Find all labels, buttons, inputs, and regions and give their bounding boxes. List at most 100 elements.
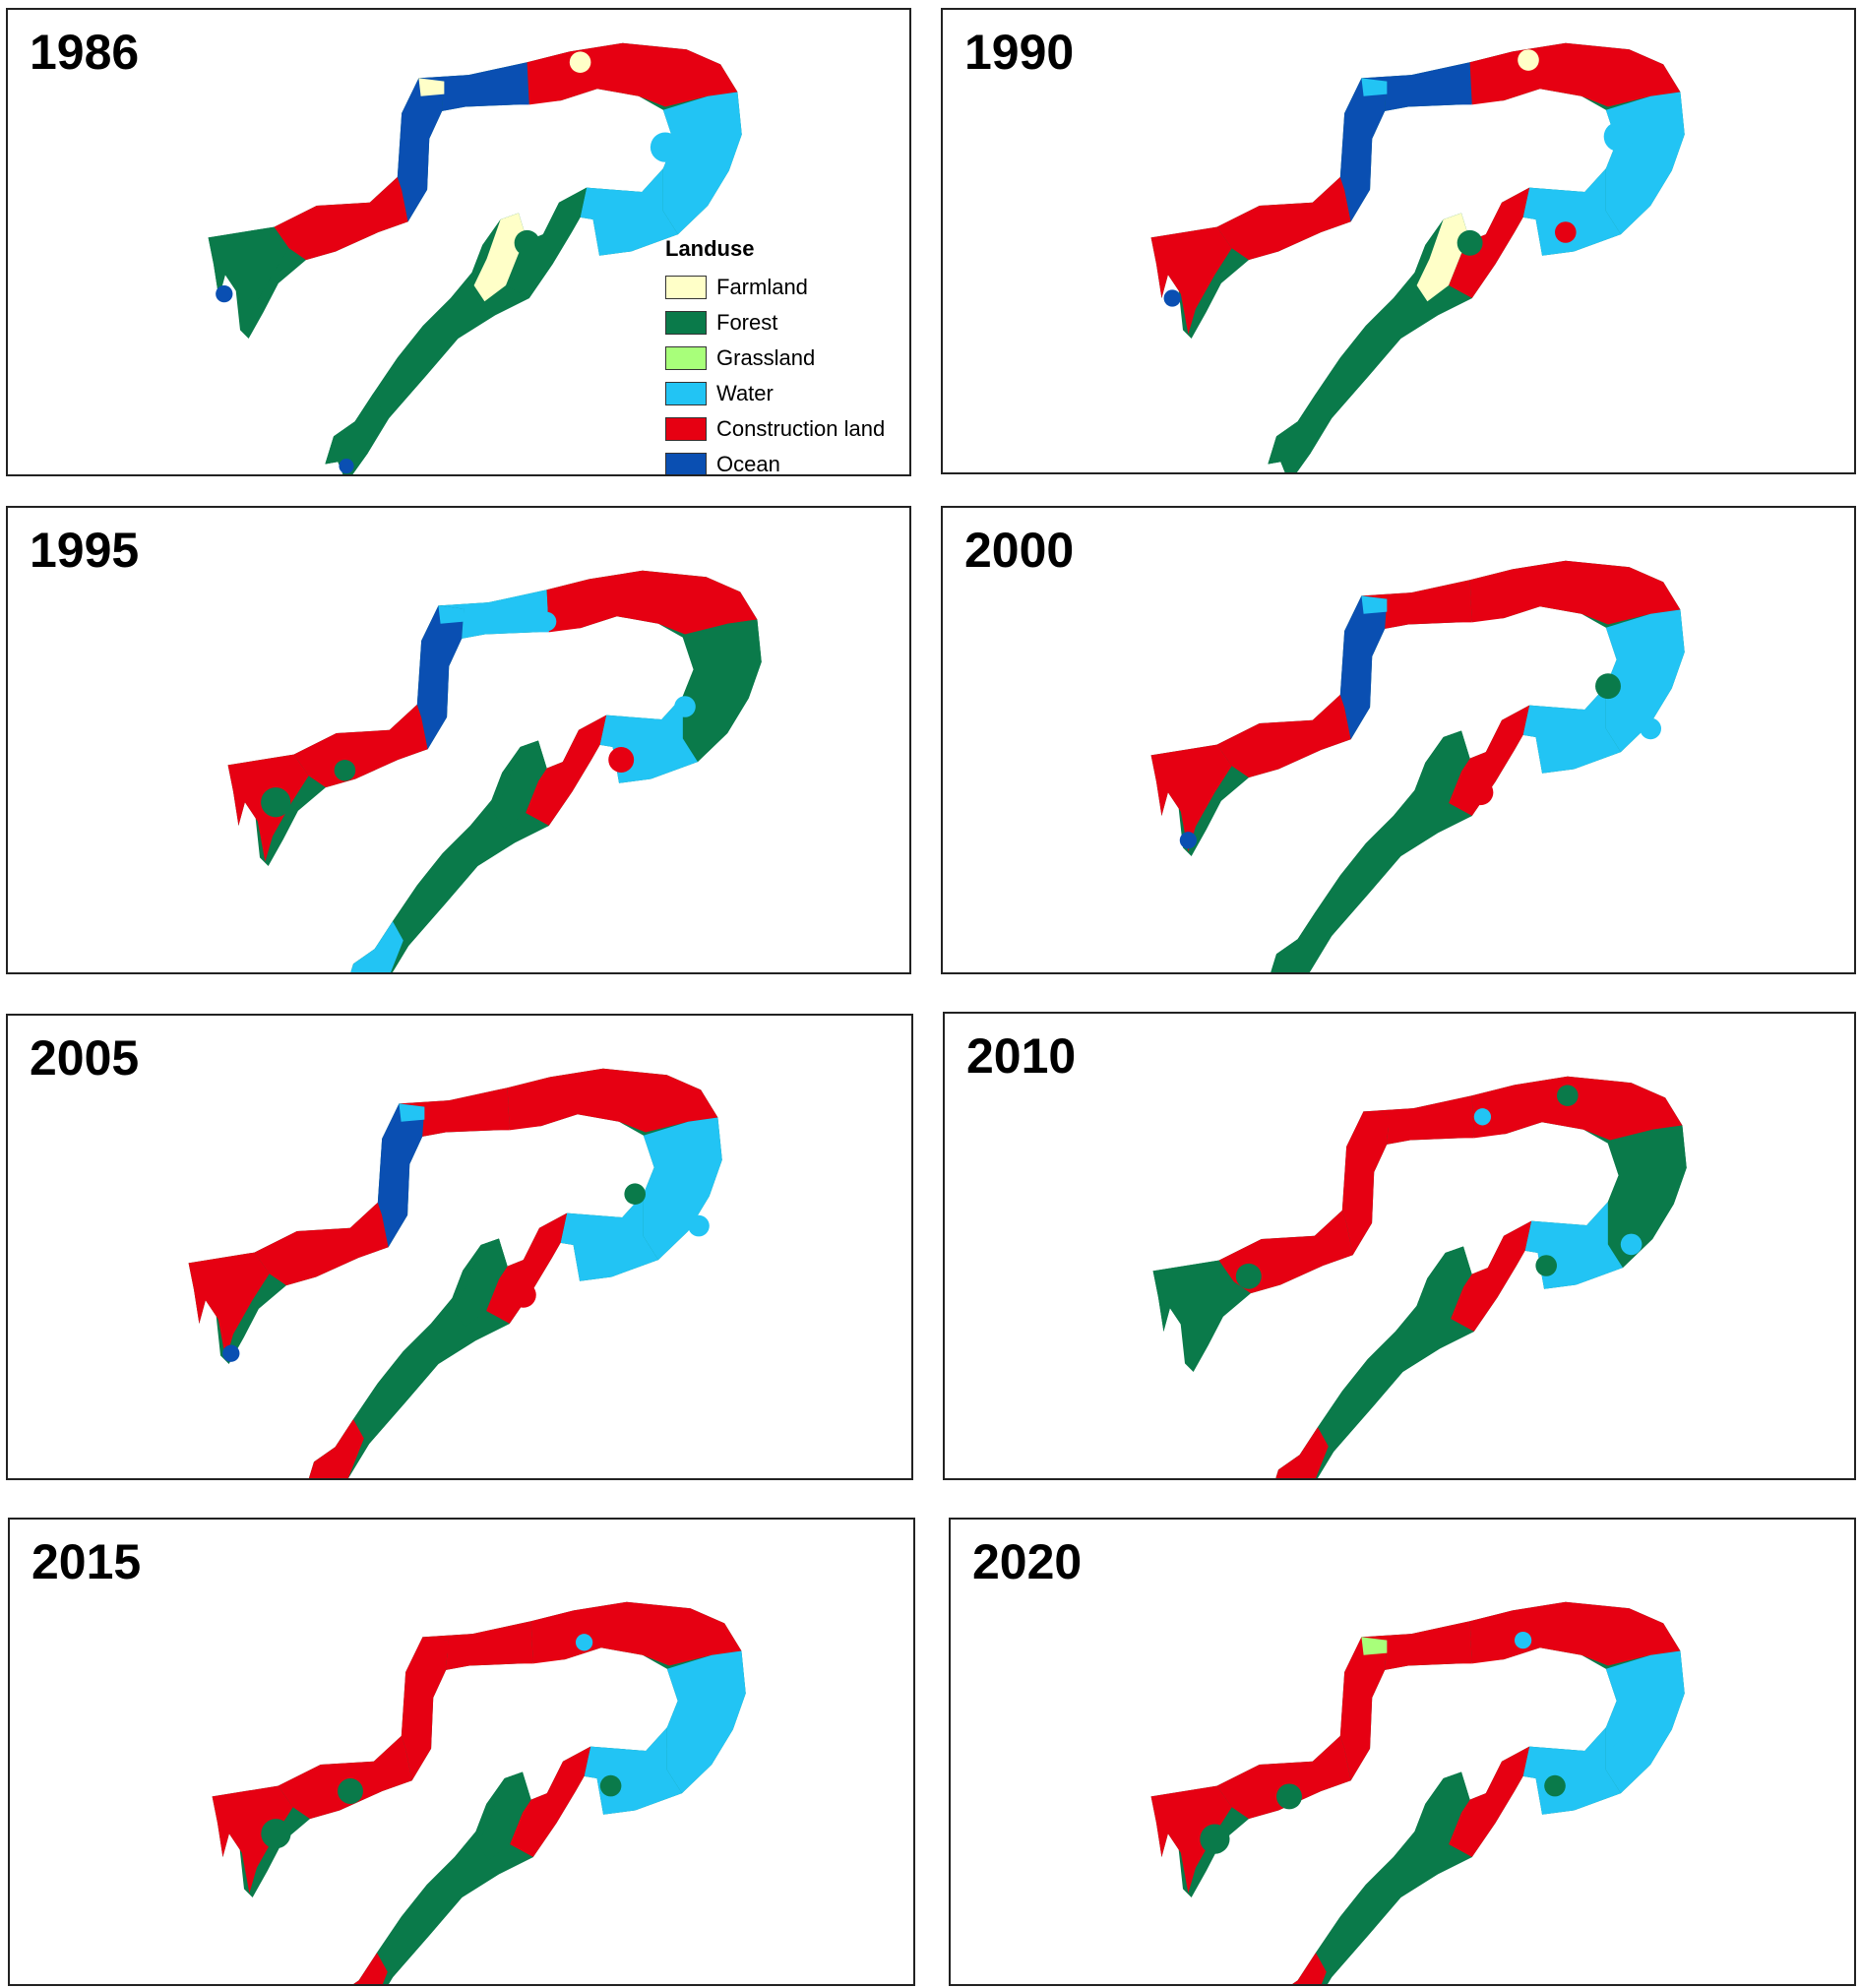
map-panel-1990: 1990 [941,8,1856,474]
landuse-region-westTip [1150,1785,1232,1894]
landuse-region-topWest [1361,580,1472,629]
map-panel-2005: 2005 [6,1014,913,1480]
panel-year-label: 1995 [30,523,140,578]
map-strip [208,42,742,474]
landuse-region-westTip [208,226,289,335]
map-strip [188,1068,722,1478]
landuse-region-westTip [188,1252,270,1360]
panel-year-label: 2005 [30,1030,140,1086]
landuse-patch-water [575,1634,593,1651]
landuse-region-midNeck [486,1212,568,1324]
landuse-region-innerSouth [1522,168,1621,256]
landuse-patch-ocean [1179,832,1198,849]
landuse-region-topWest [418,62,529,111]
landuse-region-midNeck [1449,1746,1530,1857]
landuse-region-tail [308,1238,510,1478]
map-panel-1995: 1995 [6,506,911,974]
legend-label: Construction land [716,416,886,441]
map-strip [1150,1601,1685,1984]
landuse-patch-forest [1535,1255,1557,1276]
forest-swatch [665,311,707,335]
landuse-region-westArm [274,176,408,261]
landuse-patch-water [650,132,681,162]
landuse-patch-forest [1544,1774,1566,1797]
legend-item-farmland: Farmland [665,270,909,305]
legend-label: Forest [716,310,778,335]
legend-label: Grassland [716,345,816,370]
panel-year-label: 2020 [972,1534,1083,1589]
land-base [208,42,742,474]
landuse-region-westArm [293,704,428,788]
landuse-patch-water [1473,1108,1492,1126]
landuse-patch-forest [1235,1263,1262,1289]
landuse-region-topEast [1469,1601,1681,1666]
landuse-map-1986 [208,42,742,474]
landuse-region-topWest [438,590,549,639]
landuse-patch-water [1603,121,1634,152]
land-base [1150,42,1685,472]
landuse-region-eastArc [682,619,762,763]
landuse-patch-water [666,1735,693,1762]
landuse-region-topEast [507,1068,718,1133]
landuse-patch-forest [624,1183,646,1205]
landuse-region-tailTip [1271,911,1327,972]
landuse-patch-ocean [216,285,233,303]
landuse-patch-forest [334,760,356,781]
landuse-region-farmStrip [477,1771,531,1861]
landuse-patch-forest [261,1819,291,1849]
landuse-region-channel [1339,1637,1388,1781]
landuse-region-westArm [254,1202,389,1286]
landuse-region-channel [1339,78,1388,222]
landuse-patch-water [536,611,557,632]
landuse-region-tailTip [350,921,403,972]
map-strip [212,1601,746,1984]
landuse-patch-forest [1595,673,1621,700]
landuse-region-innerSouth [560,1194,658,1281]
landuse-region-midNeck [526,714,607,826]
landuse-region-eastArc [1605,92,1685,235]
landuse-patch-ocean [222,1344,240,1362]
landuse-region-farmStrip [1416,730,1470,820]
landuse-region-eastArc [643,1117,722,1261]
landuse-region-innerSouth [1522,686,1621,774]
landuse-patch-ocean [339,459,354,474]
map-strip [1152,1076,1687,1478]
panel-year-label: 1986 [30,25,140,80]
legend-title: Landuse [665,236,755,261]
landuse-map-2020 [1150,1601,1685,1984]
landuse-region-westTip [212,1785,293,1894]
landuse-region-farmStrip [473,213,527,302]
landuse-region-nwNotch [418,78,445,96]
map-panel-2000: 2000 [941,506,1856,974]
landuse-region-tailTip [1292,1953,1327,1984]
landuse-region-westTip [1150,226,1232,335]
landuse-region-topWest [399,1087,510,1137]
water-swatch [665,382,707,405]
landuse-region-channel [416,605,465,750]
panel-year-label: 1990 [964,25,1075,80]
landuse-region-farmStrip [1416,213,1470,302]
landuse-region-westArm [278,1735,412,1820]
map-strip [1150,42,1685,472]
panel-year-label: 2015 [31,1534,142,1589]
landuse-region-nwNotch [422,1637,449,1655]
ocean-swatch [665,453,707,474]
landuse-patch-forest [599,1774,622,1797]
landuse-region-westArm [1216,176,1351,261]
landuse-region-eastArc [666,1650,746,1794]
landuse-region-westTip [1150,744,1232,852]
landuse-patch-water [1514,1632,1532,1649]
landuse-map-2010 [1152,1076,1687,1478]
landuse-map-1995 [227,570,762,972]
legend-label: Ocean [716,452,780,476]
landuse-region-topWest [1363,1095,1474,1145]
panel-year-label: 2000 [964,523,1075,578]
landuse-region-farmStrip [1418,1246,1472,1336]
landuse-region-farmStrip [1416,1771,1470,1861]
landuse-patch-forest [261,787,291,818]
landuse-region-tailTip [1268,394,1327,472]
legend-item-forest: Forest [665,305,909,341]
landuse-patch-water [1620,1233,1643,1256]
landuse-region-channel [377,1103,425,1248]
landuse-region-westArm [1216,694,1351,778]
